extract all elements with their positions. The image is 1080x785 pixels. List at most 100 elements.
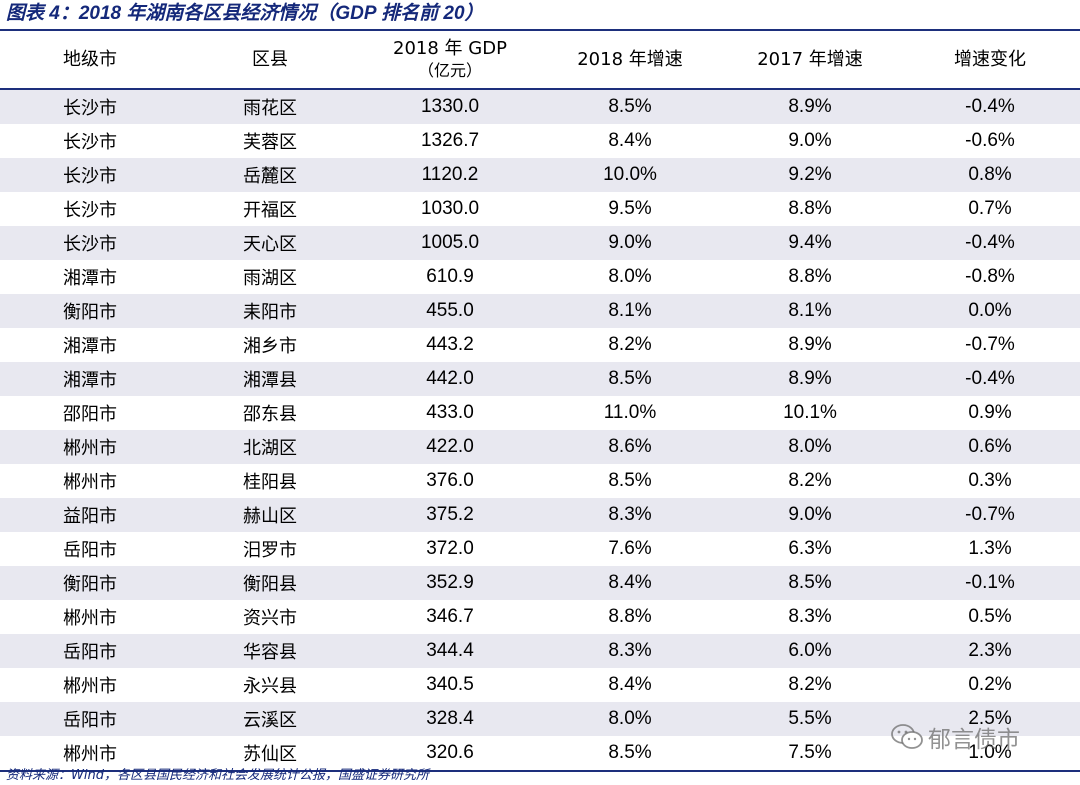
table-row: 湘潭市 雨湖区 610.9 8.0% 8.8% -0.8% [0, 260, 1080, 294]
cell-growth-2017: 8.9% [720, 89, 900, 124]
cell-gdp: 320.6 [360, 736, 540, 772]
cell-growth-2018: 8.5% [608, 470, 652, 491]
cell-county: 邵东县 [243, 404, 297, 425]
cell-growth-2017: 6.0% [720, 634, 900, 668]
cell-growth-change: 2.3% [900, 634, 1080, 668]
header-gdp-label: 2018 年 GDP [393, 37, 507, 59]
cell-growth-2018: 8.3% [540, 634, 720, 668]
cell-gdp: 422.0 [360, 430, 540, 464]
cell-city: 岳阳市 [0, 702, 180, 736]
cell-city: 邵阳市 [63, 404, 117, 425]
cell-growth-change: -0.4% [900, 89, 1080, 124]
cell-county: 衡阳县 [180, 566, 360, 600]
cell-gdp: 442.0 [360, 362, 540, 396]
cell-gdp: 610.9 [426, 266, 474, 287]
cell-growth-2017: 7.5% [720, 736, 900, 772]
figure-title: 图表 4：2018 年湖南各区县经济情况（GDP 排名前 20） [6, 3, 484, 24]
cell-city: 长沙市 [0, 158, 180, 192]
cell-county: 永兴县 [243, 676, 297, 697]
table-row: 郴州市 北湖区 422.0 8.6% 8.0% 0.6% [0, 430, 1080, 464]
table-row: 长沙市 岳麓区 1120.2 10.0% 9.2% 0.8% [0, 158, 1080, 192]
cell-growth-2018: 8.0% [540, 702, 720, 736]
cell-county: 桂阳县 [243, 472, 297, 493]
source-note: 资料来源：Wind，各区县国民经济和社会发展统计公报，国盛证券研究所 [6, 768, 429, 783]
cell-growth-2018: 8.4% [608, 674, 652, 695]
cell-growth-change: -0.7% [900, 498, 1080, 532]
cell-gdp: 1120.2 [360, 158, 540, 192]
cell-county: 汨罗市 [243, 540, 297, 561]
cell-city: 长沙市 [0, 89, 180, 124]
cell-growth-2018: 9.5% [608, 198, 652, 219]
cell-gdp: 346.7 [426, 606, 474, 627]
cell-city: 长沙市 [63, 200, 117, 221]
cell-growth-change: 0.0% [900, 294, 1080, 328]
cell-growth-change: 1.0% [900, 736, 1080, 772]
cell-growth-2017: 8.3% [788, 606, 832, 627]
cell-growth-2017: 8.1% [720, 294, 900, 328]
cell-city: 郴州市 [63, 676, 117, 697]
table-row: 衡阳市 衡阳县 352.9 8.4% 8.5% -0.1% [0, 566, 1080, 600]
cell-growth-2018: 8.5% [540, 736, 720, 772]
cell-city: 衡阳市 [0, 566, 180, 600]
table-row: 湘潭市 湘潭县 442.0 8.5% 8.9% -0.4% [0, 362, 1080, 396]
cell-growth-2018: 9.0% [540, 226, 720, 260]
cell-growth-change: 0.7% [968, 198, 1012, 219]
watermark-text: 郁言债市 [928, 727, 1020, 753]
cell-gdp: 443.2 [426, 334, 474, 355]
cell-city: 湘潭市 [63, 268, 117, 289]
cell-growth-2017: 8.8% [788, 198, 832, 219]
cell-city: 益阳市 [0, 498, 180, 532]
cell-growth-2018: 8.6% [540, 430, 720, 464]
cell-growth-2017: 8.9% [788, 334, 832, 355]
cell-growth-2018: 8.4% [540, 566, 720, 600]
cell-growth-change: -0.8% [965, 266, 1015, 287]
cell-growth-2017: 8.5% [720, 566, 900, 600]
cell-county: 云溪区 [180, 702, 360, 736]
cell-gdp: 1005.0 [360, 226, 540, 260]
cell-city: 长沙市 [63, 132, 117, 153]
cell-gdp: 1030.0 [420, 198, 480, 219]
cell-city: 岳阳市 [63, 540, 117, 561]
cell-growth-change: 0.2% [968, 674, 1012, 695]
table-header-row: 地级市 区县 2018 年 GDP （亿元） 2018 年增速 2017 年增速… [0, 31, 1080, 90]
header-growth-change: 增速变化 [900, 31, 1080, 90]
watermark: 郁言债市 [890, 722, 1020, 753]
cell-growth-change: 0.3% [968, 470, 1012, 491]
cell-city: 湘潭市 [0, 362, 180, 396]
header-gdp: 2018 年 GDP （亿元） [360, 31, 540, 90]
cell-county: 湘乡市 [243, 336, 297, 357]
cell-county: 芙蓉区 [243, 132, 297, 153]
cell-county: 天心区 [180, 226, 360, 260]
cell-growth-change: 2.5% [900, 702, 1080, 736]
cell-county: 赫山区 [180, 498, 360, 532]
cell-gdp: 344.4 [360, 634, 540, 668]
cell-growth-2017: 9.0% [788, 130, 832, 151]
cell-county: 开福区 [243, 200, 297, 221]
cell-gdp: 340.5 [426, 674, 474, 695]
table-row: 长沙市 天心区 1005.0 9.0% 9.4% -0.4% [0, 226, 1080, 260]
table-row: 邵阳市 邵东县 433.0 11.0% 10.1% 0.9% [0, 396, 1080, 430]
cell-growth-2018: 8.5% [540, 89, 720, 124]
cell-growth-change: -0.6% [965, 130, 1015, 151]
table-row: 郴州市 资兴市 346.7 8.8% 8.3% 0.5% [0, 600, 1080, 634]
cell-gdp: 376.0 [426, 470, 474, 491]
cell-growth-change: 0.5% [968, 606, 1012, 627]
cell-growth-2017: 8.9% [720, 362, 900, 396]
cell-growth-2017: 6.3% [788, 538, 832, 559]
table-row: 长沙市 开福区 1030.0 9.5% 8.8% 0.7% [0, 192, 1080, 226]
cell-gdp: 375.2 [360, 498, 540, 532]
cell-gdp: 372.0 [426, 538, 474, 559]
cell-growth-2018: 8.0% [608, 266, 652, 287]
table-row: 益阳市 赫山区 375.2 8.3% 9.0% -0.7% [0, 498, 1080, 532]
cell-growth-change: -0.4% [900, 226, 1080, 260]
cell-gdp: 1330.0 [360, 89, 540, 124]
cell-growth-change: 1.3% [968, 538, 1012, 559]
cell-gdp: 455.0 [360, 294, 540, 328]
cell-city: 郴州市 [0, 736, 180, 772]
cell-city: 郴州市 [0, 430, 180, 464]
cell-growth-2017: 8.2% [788, 470, 832, 491]
cell-growth-2018: 8.4% [608, 130, 652, 151]
table-row: 郴州市 永兴县 340.5 8.4% 8.2% 0.2% [0, 668, 1080, 702]
cell-growth-2017: 8.8% [788, 266, 832, 287]
cell-growth-change: 0.6% [900, 430, 1080, 464]
